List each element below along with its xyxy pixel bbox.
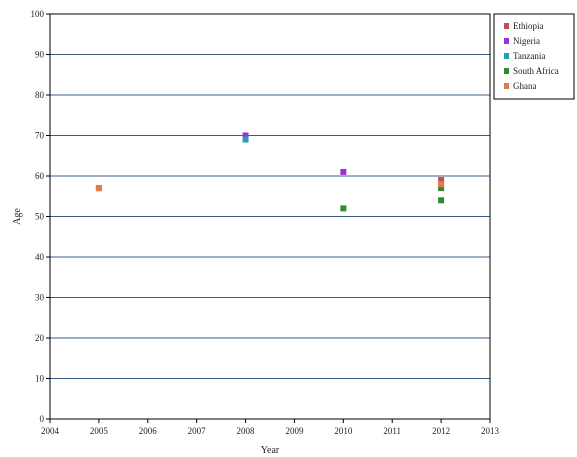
x-tick-label: 2009 [285,426,304,436]
x-tick-label: 2006 [139,426,158,436]
legend-label: Ethiopia [513,21,544,31]
y-tick-label: 90 [35,50,45,60]
data-point [242,136,249,143]
y-tick-label: 0 [40,414,45,424]
x-tick-label: 2013 [481,426,500,436]
data-point [438,185,445,192]
legend-label: Tanzania [513,51,545,61]
gridlines [50,54,490,379]
y-axis-title: Age [12,208,23,225]
data-point [438,197,445,204]
y-tick-label: 100 [31,9,45,19]
data-point [438,181,445,188]
data-point [242,132,249,139]
legend-swatch [504,23,509,29]
legend-swatch [504,83,509,89]
x-axis-ticks: 2004 2005 2006 2007 2008 2009 2010 2011 2012 2013 [41,419,500,436]
legend-label: South Africa [513,66,559,76]
legend-swatch [504,38,509,44]
y-tick-label: 60 [35,171,45,181]
y-tick-label: 80 [35,90,45,100]
x-tick-label: 2011 [383,426,401,436]
data-point [95,185,102,192]
y-tick-label: 10 [35,374,45,384]
data-point [438,177,445,184]
legend: Ethiopia Nigeria Tanzania South Africa Ghana [493,13,575,100]
data-point [340,168,347,175]
x-tick-label: 2007 [188,426,207,436]
y-tick-label: 70 [35,131,45,141]
data-point [340,205,347,212]
x-tick-label: 2005 [90,426,109,436]
legend-swatch [504,53,509,59]
y-tick-label: 20 [35,333,45,343]
x-tick-label: 2010 [334,426,353,436]
x-tick-label: 2012 [432,426,450,436]
legend-swatch [504,68,509,74]
y-tick-label: 30 [35,293,45,303]
y-axis-ticks: 0 10 20 30 40 50 60 70 80 90 100 [31,9,50,424]
data-points [95,132,445,212]
x-tick-label: 2004 [41,426,60,436]
x-axis-title: Year [261,445,280,456]
y-tick-label: 50 [35,212,45,222]
y-tick-label: 40 [35,252,45,262]
legend-label: Nigeria [513,36,540,46]
x-tick-label: 2008 [237,426,256,436]
legend-label: Ghana [513,81,537,91]
